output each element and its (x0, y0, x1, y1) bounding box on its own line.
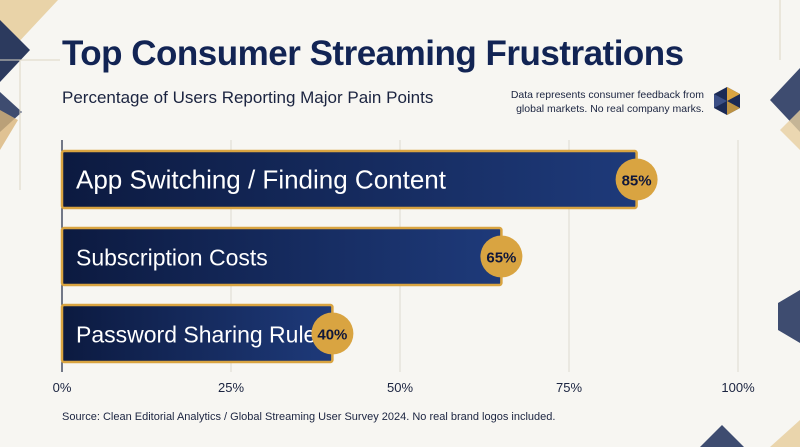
deco-triangle-navy-right (770, 68, 800, 132)
deco-triangle-navy-top-left (0, 20, 30, 82)
value-badge (311, 312, 354, 355)
bar-value-label: 40% (317, 327, 347, 344)
deco-triangle-gold-bottom-right (770, 420, 800, 447)
chart-title: Top Consumer Streaming Frustrations (62, 34, 684, 73)
bar-value-label: 65% (486, 250, 516, 267)
x-tick-label: 75% (556, 380, 582, 395)
source-note: Source: Clean Editorial Analytics / Glob… (62, 411, 556, 423)
data-note: Data represents consumer feedback from g… (511, 88, 704, 116)
chart-subtitle: Percentage of Users Reporting Major Pain… (62, 88, 434, 107)
bar-category-label: Subscription Costs (76, 245, 268, 271)
deco-triangle-gold-right (780, 110, 800, 150)
value-badge (480, 235, 523, 278)
bar-value-label: 85% (622, 173, 652, 190)
bar-category-label: Password Sharing Rules (76, 322, 328, 348)
x-tick-label: 100% (721, 380, 755, 395)
data-note-line-1: Data represents consumer feedback from (510, 89, 704, 101)
x-tick-label: 50% (387, 380, 413, 395)
bar-category-label: App Switching / Finding Content (76, 165, 447, 195)
data-note-line-2: global markets. No real company marks. (516, 103, 704, 115)
x-tick-label: 0% (53, 380, 72, 395)
deco-triangle-navy-bottom (700, 425, 744, 447)
deco-triangle-gold-left (0, 110, 18, 150)
x-tick-label: 25% (218, 380, 244, 395)
deco-hexagon-navy-bottom-right (778, 290, 800, 343)
value-badge (615, 158, 658, 201)
hexagon-logo-icon (714, 87, 740, 115)
